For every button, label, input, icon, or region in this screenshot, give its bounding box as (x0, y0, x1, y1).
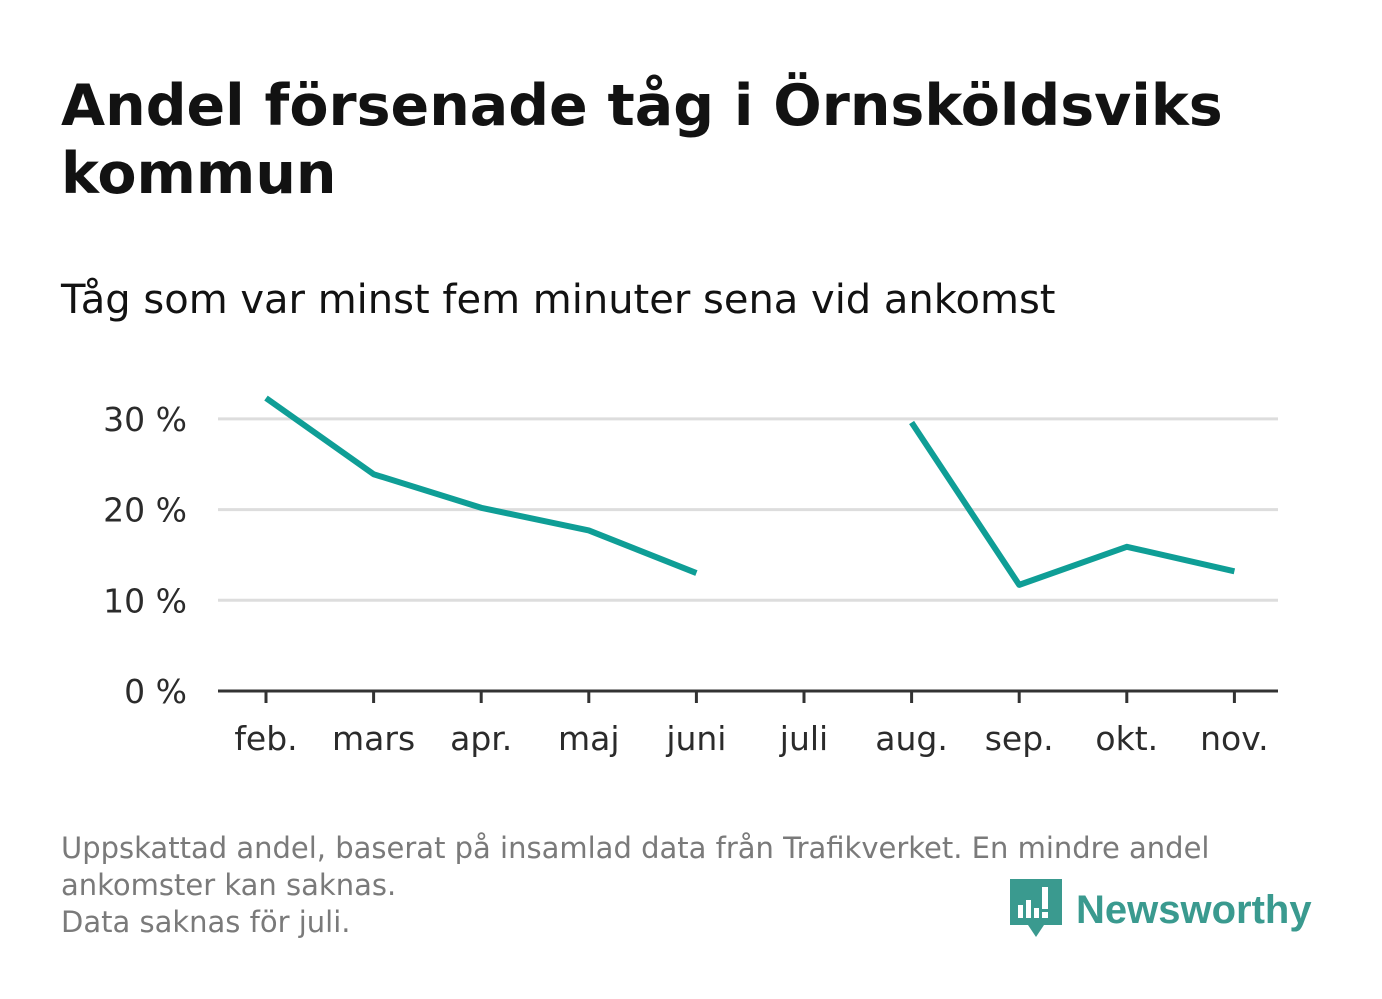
brand-name: Newsworthy (1076, 887, 1312, 932)
x-tick-label: mars (332, 719, 415, 758)
footnote-line-1: Uppskattad andel, baserat på insamlad da… (61, 831, 1210, 865)
series-line-segment (909, 420, 1236, 588)
x-axis: feb. mars apr. maj juni juli aug. sep. okt. nov. (218, 689, 1278, 758)
x-tick-label: aug. (875, 719, 948, 758)
line-chart: 0 % 10 % 20 % 30 % feb. mars apr. maj juni juli a… (103, 395, 1278, 758)
chart-subtitle: Tåg som var minst fem minuter sena vid a… (61, 277, 1056, 323)
series-lines (264, 395, 1236, 588)
y-tick-label: 30 % (103, 400, 187, 439)
y-tick-label: 10 % (103, 581, 187, 620)
x-tick-label: nov. (1200, 719, 1269, 758)
newsworthy-logo-icon (1010, 879, 1062, 937)
x-tick-label: apr. (450, 719, 512, 758)
y-axis-labels: 0 % 10 % 20 % 30 % (103, 400, 187, 711)
brand-logo: Newsworthy (1010, 878, 1312, 942)
y-tick-label: 20 % (103, 491, 187, 530)
footnote-line-2: ankomster kan saknas. (61, 868, 397, 902)
footnote-line-3: Data saknas för juli. (61, 905, 351, 939)
gridlines (218, 417, 1278, 602)
x-tick-label: juli (779, 719, 828, 758)
x-tick-label: feb. (234, 719, 297, 758)
series-line-segment (264, 395, 698, 576)
x-tick-label: sep. (985, 719, 1054, 758)
chart-title: Andel försenade tåg i Örnsköldsviks komm… (61, 73, 1223, 207)
x-tick-label: juni (665, 719, 726, 758)
x-tick-label: okt. (1095, 719, 1158, 758)
y-tick-label: 0 % (124, 672, 187, 711)
footnote: Uppskattad andel, baserat på insamlad da… (61, 830, 1341, 941)
x-tick-label: maj (558, 719, 620, 758)
